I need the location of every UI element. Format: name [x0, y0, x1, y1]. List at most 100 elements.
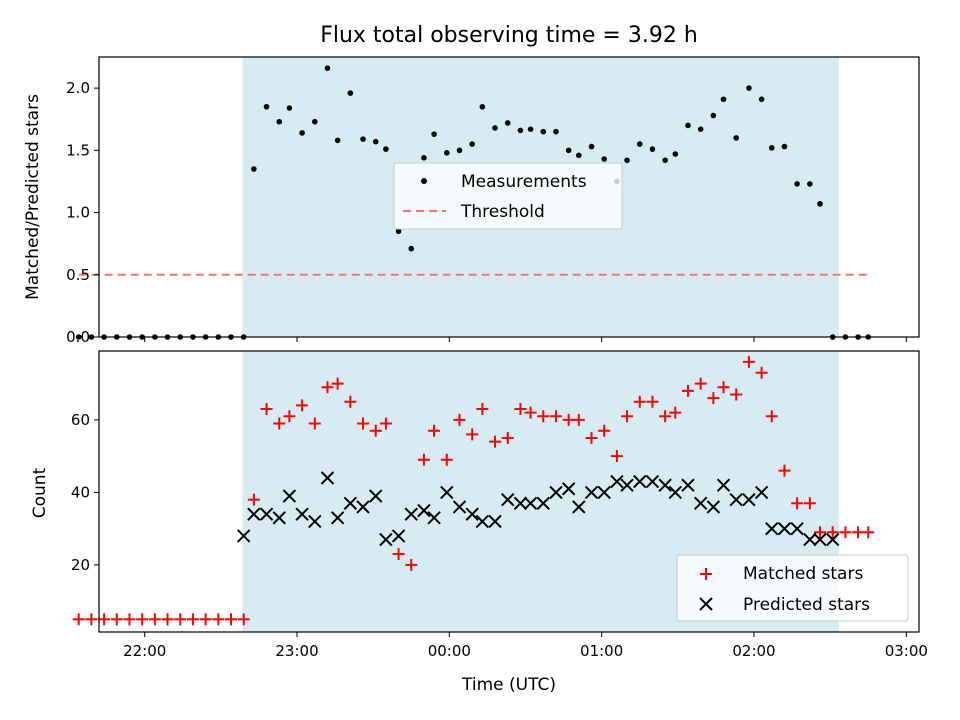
matched-star-point: [765, 410, 778, 423]
predicted-star-point: [391, 529, 406, 543]
matched-star-point: [148, 613, 161, 626]
predicted-star-point: [633, 474, 647, 489]
measurement-point: [710, 112, 717, 119]
measurement-point: [469, 141, 475, 147]
measurement-point: [685, 122, 691, 129]
matched-star-point: [549, 410, 562, 423]
measurement-point: [456, 147, 463, 154]
matched-star-point: [514, 403, 527, 416]
matched-star-point: [260, 403, 273, 416]
x-axis-label: Time (UTC): [461, 675, 556, 695]
matched-star-point: [369, 424, 382, 437]
measurement-point: [517, 127, 524, 134]
matched-star-point: [621, 410, 634, 423]
measurement-point: [408, 245, 415, 252]
matched-star-point: [681, 384, 694, 397]
measurement-point: [334, 137, 341, 144]
measurement-point: [540, 128, 547, 135]
x-tick-label: 02:00: [732, 642, 775, 660]
matched-star-point: [273, 417, 286, 430]
predicted-star-point: [549, 485, 563, 500]
measurement-point: [286, 105, 293, 111]
matched-star-point: [110, 613, 123, 626]
predicted-star-point: [658, 478, 672, 492]
matched-star-point: [174, 613, 187, 626]
measurement-point: [553, 128, 559, 135]
x-tick-label: 00:00: [428, 642, 471, 660]
measurement-point: [504, 120, 511, 126]
predicted-star-point: [488, 514, 502, 529]
measurement-point: [794, 181, 800, 187]
matched-star-point: [331, 377, 344, 390]
legend-plus-marker: [700, 568, 712, 580]
matched-star-point: [694, 377, 707, 390]
matched-star-point: [862, 526, 875, 539]
count-panel: 22:00 23:00 00:00 01:00 02:00 03:00 20 40 60 Co…: [30, 350, 928, 695]
measurement-point: [360, 136, 366, 142]
predicted-star-point: [282, 489, 297, 503]
predicted-star-point: [295, 507, 309, 521]
matched-star-point: [803, 497, 816, 510]
measurement-point: [75, 334, 82, 340]
figure-title: Flux total observing time = 3.92 h: [320, 23, 698, 48]
y-tick-label: 1.5: [66, 141, 90, 159]
predicted-star-point: [813, 532, 827, 547]
legend-label-matched: Matched stars: [743, 564, 863, 584]
predicted-star-point: [343, 496, 358, 510]
predicted-star-point: [668, 485, 682, 500]
matched-star-point: [598, 424, 611, 437]
measurement-point: [88, 334, 95, 340]
matched-star-point: [283, 410, 296, 423]
matched-star-point: [489, 435, 502, 448]
matched-star-point: [730, 388, 743, 401]
measurement-point: [746, 85, 752, 91]
predicted-star-point: [790, 521, 804, 536]
predicted-star-point: [681, 478, 695, 492]
y-tick-label: 60: [71, 411, 90, 429]
predicted-star-point: [584, 485, 599, 500]
predicted-star-point: [259, 507, 274, 521]
predicted-star-point: [513, 496, 528, 510]
predicted-star-point: [620, 478, 634, 492]
matched-star-point: [466, 428, 479, 441]
measurement-point: [781, 143, 788, 150]
predicted-star-point: [330, 511, 345, 525]
measurement-point: [527, 126, 534, 132]
predicted-star-point: [729, 492, 743, 507]
predicted-star-point: [356, 500, 370, 514]
matched-star-point: [537, 410, 550, 423]
matched-star-point: [717, 381, 730, 394]
ratio-legend: Measurements Threshold: [393, 162, 623, 230]
matched-star-point: [225, 613, 238, 626]
predicted-star-point: [379, 532, 393, 547]
predicted-star-point: [610, 474, 624, 489]
legend-dot-marker: [421, 178, 427, 184]
count-y-ticks: 20 40 60: [71, 411, 99, 574]
ratio-x-ticks: [144, 337, 907, 342]
measurement-point: [383, 146, 389, 152]
measurement-point: [807, 181, 813, 187]
y-tick-label: 0.0: [66, 328, 90, 346]
matched-star-point: [123, 613, 136, 626]
matched-star-point: [562, 413, 575, 426]
predicted-star-point: [803, 532, 817, 547]
measurement-point: [662, 157, 668, 164]
measurement-point: [758, 96, 765, 103]
measurement-point: [576, 152, 582, 159]
predicted-star-point: [308, 514, 322, 529]
matched-star-point: [72, 613, 85, 626]
count-axes-frame: [98, 350, 920, 633]
measurement-point: [251, 166, 257, 172]
measurement-point: [636, 141, 643, 147]
predicted-star-point: [452, 500, 467, 514]
y-tick-label: 2.0: [66, 79, 90, 97]
measurement-point: [768, 145, 775, 151]
predicted-star-point: [597, 485, 611, 500]
matched-star-point: [85, 613, 98, 626]
predicted-star-point: [523, 496, 538, 510]
matched-star-point: [646, 395, 659, 408]
matched-star-point: [379, 417, 392, 430]
predicted-star-point: [427, 511, 441, 525]
y-tick-label: 1.0: [66, 204, 90, 222]
